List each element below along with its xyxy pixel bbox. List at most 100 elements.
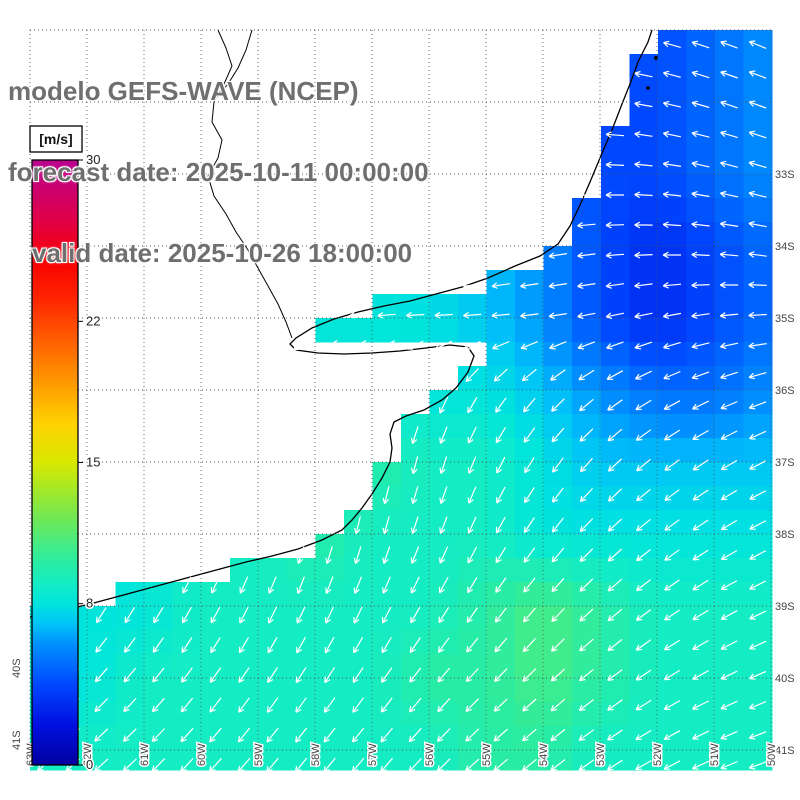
wind-cell <box>429 630 459 655</box>
wind-arrow <box>692 609 709 621</box>
wind-arrow <box>467 576 478 594</box>
wind-cell <box>629 558 659 583</box>
wind-cell <box>743 174 773 199</box>
wind-arrow <box>634 161 653 168</box>
wind-cell <box>743 30 773 55</box>
wind-cell <box>372 582 402 607</box>
forecast-date-line: forecast date: 2025-10-11 00:00:00 <box>8 157 429 187</box>
wind-arrow <box>495 516 506 534</box>
wind-arrow <box>210 576 220 594</box>
wind-cell <box>429 558 459 583</box>
wind-cell <box>714 630 744 655</box>
wind-cell <box>657 438 687 463</box>
wind-arrow <box>662 221 682 229</box>
wind-cell <box>401 582 430 607</box>
wind-arrow <box>352 697 364 713</box>
wind-cell <box>572 318 602 343</box>
wind-arrow <box>635 699 652 711</box>
wind-cell <box>657 726 687 751</box>
wind-arrow <box>577 341 596 350</box>
wind-cell <box>87 606 117 631</box>
wind-cell <box>286 678 316 703</box>
wind-cell <box>686 102 716 127</box>
wind-speed-cells <box>30 30 773 771</box>
wind-arrow <box>323 757 336 773</box>
wind-cell <box>714 150 744 175</box>
lon-label: 58W <box>310 743 322 766</box>
wind-cell <box>543 366 573 391</box>
wind-arrow <box>349 339 367 351</box>
wind-arrow <box>664 459 680 471</box>
coastline-layer <box>29 29 658 618</box>
wind-arrow <box>321 339 338 351</box>
wind-cell <box>743 678 773 703</box>
wind-arrow <box>691 160 710 168</box>
wind-cell <box>115 606 145 631</box>
wind-cell <box>543 606 573 631</box>
wind-arrow <box>296 576 305 594</box>
wind-arrow <box>523 547 536 563</box>
wind-cell <box>686 54 716 79</box>
wind-cell <box>543 750 573 771</box>
wind-arrow <box>607 638 623 652</box>
wind-cell <box>572 582 602 607</box>
wind-cell <box>201 702 231 727</box>
wind-arrow <box>551 577 565 593</box>
wind-arrow <box>406 340 424 350</box>
wind-cell <box>657 702 687 727</box>
wind-arrow <box>439 516 448 534</box>
wind-cell <box>572 246 602 271</box>
wind-cell <box>458 678 488 703</box>
wind-arrow <box>579 518 594 533</box>
wind-cell <box>372 486 402 511</box>
wind-arrow <box>323 697 336 713</box>
wind-arrow <box>491 282 510 289</box>
wind-cell <box>458 366 488 391</box>
wind-arrow <box>410 606 421 624</box>
wind-arrow <box>493 728 508 742</box>
wind-cell <box>600 438 630 463</box>
wind-cell <box>600 678 630 703</box>
wind-arrow <box>691 130 710 138</box>
wind-arrow <box>720 190 739 198</box>
wind-arrow <box>520 341 539 350</box>
wind-arrow <box>664 579 680 591</box>
wind-cell <box>401 678 430 703</box>
wind-cell <box>429 606 459 631</box>
wind-arrow <box>663 341 681 350</box>
wind-cell <box>657 150 687 175</box>
wind-cell <box>401 750 430 771</box>
islet-dot <box>646 86 650 90</box>
wind-cell <box>657 222 687 247</box>
wind-cell <box>743 510 773 535</box>
wind-cell <box>743 150 773 175</box>
wind-cell <box>600 198 630 223</box>
wind-arrow <box>210 606 221 624</box>
wind-cell <box>229 726 259 751</box>
wind-arrow <box>749 580 767 590</box>
wind-cell <box>486 486 516 511</box>
wind-cell <box>600 582 630 607</box>
wind-cell <box>714 270 744 295</box>
wind-arrow <box>348 312 368 319</box>
wind-arrow <box>607 399 623 411</box>
wind-cell <box>315 702 345 727</box>
wind-cell <box>172 582 202 607</box>
wind-arrow <box>607 548 623 562</box>
wind-arrow <box>605 221 625 229</box>
wind-arrow <box>635 579 652 592</box>
wind-cell <box>629 342 659 367</box>
wind-cell <box>458 630 488 655</box>
wind-arrow <box>353 576 363 594</box>
wind-cell <box>686 174 716 199</box>
wind-arrow <box>438 607 450 624</box>
wind-cell <box>315 750 345 771</box>
wind-cell <box>458 558 488 583</box>
wind-cell <box>743 582 773 607</box>
wind-cell <box>572 222 602 247</box>
wind-cell <box>144 630 174 655</box>
wind-cell <box>429 678 459 703</box>
wind-cell <box>543 726 573 751</box>
wind-cell <box>714 510 744 535</box>
